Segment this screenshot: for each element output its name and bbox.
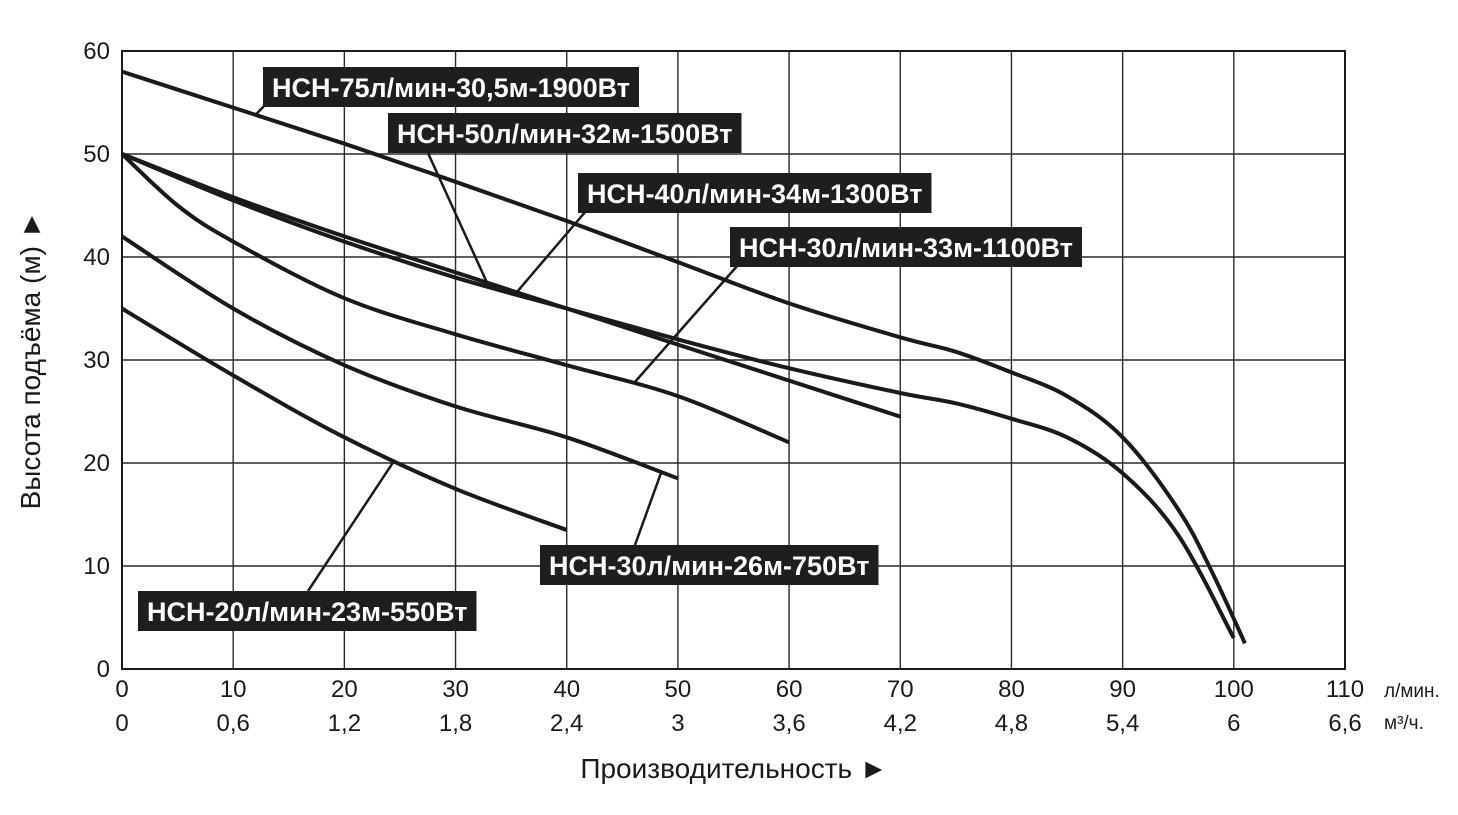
series-label-1: НСН-50л/мин-32м-1500Вт — [388, 113, 742, 153]
series-label-text: НСН-50л/мин-32м-1500Вт — [397, 119, 732, 149]
series-label-4: НСН-30л/мин-26м-750Вт — [540, 545, 879, 585]
x2-tick-labels: 0 0,6 1,2 1,8 2,4 3 3,6 4,2 4,8 5,4 6 6,6 — [115, 710, 1361, 737]
series-label-0: НСН-75л/мин-30,5м-1900Вт — [263, 67, 639, 107]
series-label-text: НСН-75л/мин-30,5м-1900Вт — [272, 73, 630, 103]
series-label-2: НСН-40л/мин-34м-1300Вт — [578, 173, 932, 213]
series-labels: НСН-75л/мин-30,5м-1900Вт НСН-50л/мин-32м-… — [138, 67, 1082, 631]
x-axis-title: Производительность ► — [580, 753, 887, 784]
series-label-3: НСН-30л/мин-33м-1100Вт — [730, 227, 1082, 267]
series-label-text: НСН-30л/мин-26м-750Вт — [549, 551, 869, 581]
y-tick-labels: 0 10 20 30 40 50 60 — [83, 38, 110, 683]
y-tick-label: 10 — [83, 553, 110, 580]
x2-tick-label: 4,8 — [995, 710, 1028, 737]
series-line-3 — [120, 152, 790, 445]
y-tick-label: 60 — [83, 38, 110, 65]
label-leader-lines — [254, 100, 739, 592]
y-axis-title: Высота подъёма (м) ► — [15, 211, 46, 510]
series-layer — [120, 69, 1247, 645]
x-tick-label: 70 — [887, 676, 914, 703]
x-tick-label: 110 — [1326, 676, 1364, 703]
series-label-box — [578, 173, 932, 213]
series-line-5 — [120, 306, 568, 532]
x-tick-label: 40 — [553, 676, 580, 703]
y-tick-label: 40 — [83, 244, 110, 271]
series-label-box — [540, 545, 879, 585]
x2-unit-label: м³/ч. — [1384, 713, 1424, 734]
series-label-box — [730, 227, 1082, 267]
x-tick-labels: 0 10 20 30 40 50 60 70 80 90 100 110 — [115, 676, 1364, 703]
x-tick-label: 10 — [220, 676, 247, 703]
y-tick-label: 0 — [97, 656, 110, 683]
x2-tick-label: 6 — [1227, 710, 1240, 737]
x2-tick-label: 0,6 — [216, 710, 249, 737]
x2-tick-label: 1,2 — [328, 710, 361, 737]
series-line-1 — [121, 152, 1236, 640]
x-tick-label: 30 — [442, 676, 469, 703]
x-tick-label: 90 — [1109, 676, 1136, 703]
label-leader-3 — [632, 264, 739, 385]
y-tick-label: 20 — [83, 450, 110, 477]
x2-tick-label: 5,4 — [1106, 710, 1139, 737]
series-label-box — [263, 67, 639, 107]
series-label-text: НСН-30л/мин-33м-1100Вт — [739, 233, 1073, 263]
x-tick-label: 80 — [998, 676, 1025, 703]
x-unit-label: л/мин. — [1384, 681, 1440, 702]
x2-tick-label: 2,4 — [550, 710, 583, 737]
series-label-box — [388, 113, 742, 153]
x-tick-label: 60 — [776, 676, 803, 703]
x2-tick-label: 4,2 — [884, 710, 917, 737]
series-label-box — [138, 591, 477, 631]
series-label-text: НСН-20л/мин-23м-550Вт — [147, 597, 467, 627]
series-line-4 — [120, 234, 679, 481]
label-leader-1 — [426, 152, 491, 288]
y-tick-label: 30 — [83, 347, 110, 374]
x-tick-label: 50 — [665, 676, 692, 703]
label-leader-5 — [306, 459, 396, 592]
series-label-text: НСН-40л/мин-34м-1300Вт — [587, 179, 922, 209]
y-tick-label: 50 — [83, 141, 110, 168]
label-leader-4 — [633, 471, 663, 546]
series-label-5: НСН-20л/мин-23м-550Вт — [138, 591, 477, 631]
x2-tick-label: 6,6 — [1328, 710, 1361, 737]
series-line-0 — [121, 69, 1247, 645]
series-line-2 — [121, 152, 901, 419]
x-tick-label: 100 — [1214, 676, 1254, 703]
x-tick-label: 20 — [331, 676, 358, 703]
x2-tick-label: 3,6 — [772, 710, 805, 737]
x2-tick-label: 1,8 — [439, 710, 472, 737]
grid-lines — [121, 50, 1346, 670]
label-leader-2 — [515, 210, 587, 294]
x2-tick-label: 3 — [671, 710, 684, 737]
x2-tick-label: 0 — [115, 710, 128, 737]
x-tick-label: 0 — [115, 676, 128, 703]
plot-frame — [121, 50, 1346, 670]
